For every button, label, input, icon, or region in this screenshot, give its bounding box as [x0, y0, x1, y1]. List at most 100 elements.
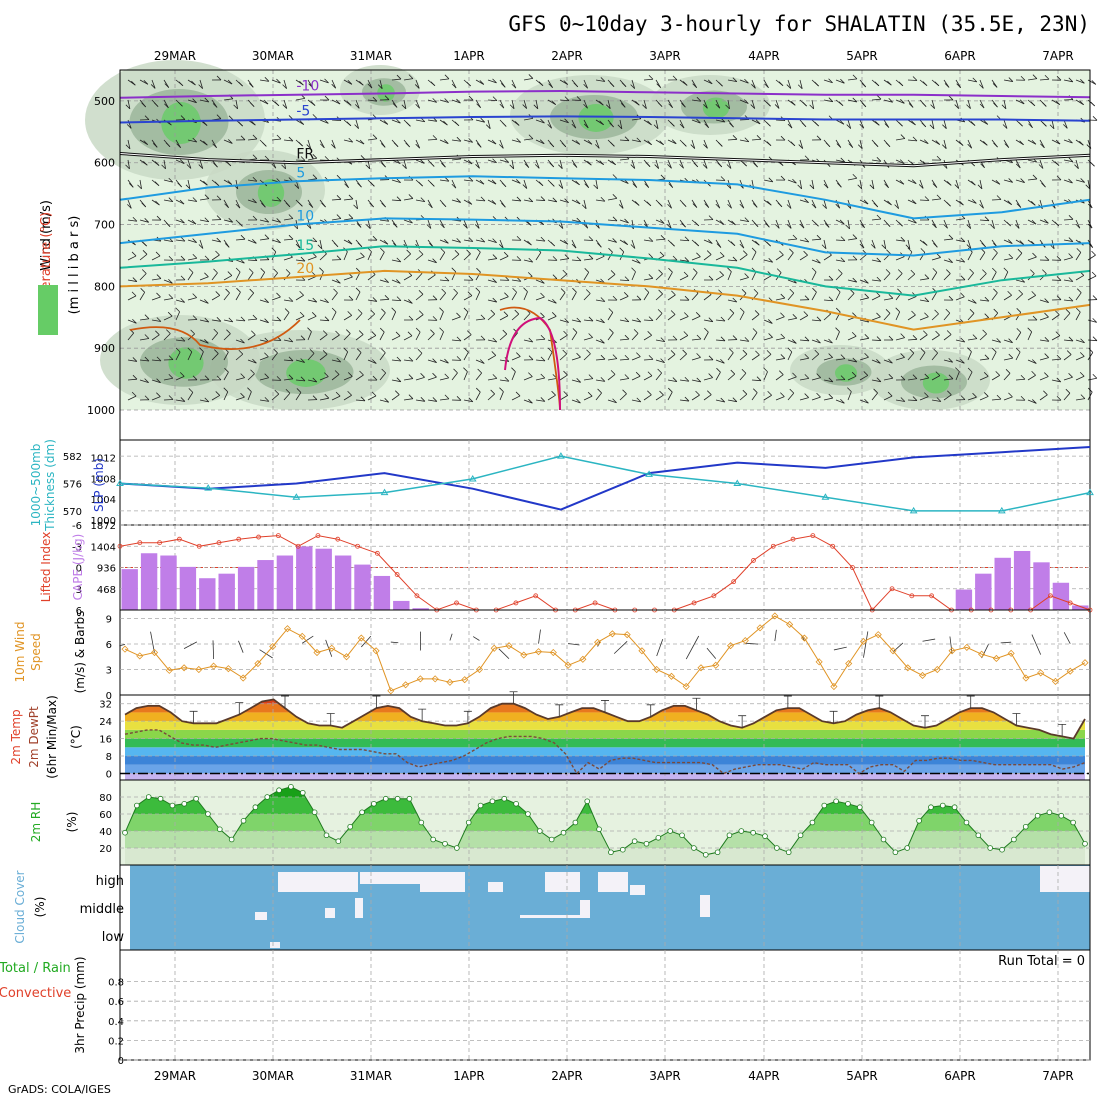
wind-barb [612, 174, 618, 179]
wind-barb [619, 279, 630, 282]
wind-barb [873, 142, 879, 147]
wind-barb [259, 99, 269, 105]
wind-barb [511, 139, 521, 143]
wind-barb [991, 179, 1001, 185]
wind-barb [283, 256, 293, 261]
rh-marker [560, 829, 567, 836]
wind-barb [863, 371, 869, 376]
wind-barb [127, 255, 137, 261]
wind-barb [252, 239, 257, 244]
wind-barb [967, 99, 971, 109]
wind-marker [446, 678, 454, 686]
rh-marker [619, 846, 626, 853]
wind-barb [264, 155, 270, 161]
wind-barb [876, 377, 882, 382]
rh-marker [596, 826, 602, 833]
wind-barb [444, 394, 450, 400]
wind-barb [837, 269, 843, 274]
wind-barb [144, 115, 150, 120]
wind-barb [192, 293, 197, 298]
wind-barb [631, 79, 636, 89]
tick-label: 3 [76, 585, 82, 596]
wind-barb [223, 275, 233, 281]
wind-barb [787, 292, 795, 301]
li-marker [691, 600, 697, 606]
cape-bar [276, 555, 294, 610]
wind-barb [840, 375, 846, 380]
wind-barb [811, 271, 817, 281]
wind-barb [540, 279, 545, 284]
wind-barb [979, 199, 984, 209]
wind-barb [922, 638, 936, 642]
wind-barb [835, 291, 841, 301]
wind-barb [346, 329, 351, 334]
rh-marker [833, 798, 839, 805]
wind-barb [523, 199, 533, 203]
wind-barb [187, 272, 194, 281]
wind-barb [370, 182, 375, 187]
wind-barb [828, 78, 833, 84]
wind-barb [739, 79, 749, 84]
wind-barb [583, 99, 588, 109]
wind-barb [979, 299, 989, 302]
thickness-marker [1086, 488, 1094, 496]
wind-barb [1075, 292, 1082, 301]
wind-barb [487, 79, 497, 84]
wind-barb [907, 247, 913, 253]
minmax-bar [966, 695, 975, 709]
wind-barb [576, 317, 582, 323]
wind-barb [871, 339, 882, 341]
wind-barb [667, 164, 672, 169]
wind-barb [179, 372, 185, 377]
wind-barb [540, 292, 545, 298]
rh-marker [1046, 809, 1053, 816]
axis-label: Lifted Index [39, 532, 53, 603]
wind-barb [151, 359, 161, 362]
rh-marker [548, 836, 555, 843]
wind-barb [945, 308, 951, 314]
wind-barb [439, 331, 444, 341]
wind-barb [1031, 200, 1036, 206]
wind-barb [888, 358, 893, 364]
wind-barb [942, 124, 947, 129]
wind-barb [587, 160, 592, 166]
wind-barb [403, 99, 407, 109]
wind-barb [732, 135, 738, 140]
rh-marker [1034, 812, 1041, 819]
wind-barb [511, 292, 517, 301]
wind-barb [204, 217, 210, 223]
wind-barb [703, 377, 713, 381]
wind-barb [475, 239, 485, 243]
wind-barb [1063, 218, 1074, 221]
wind-barb [324, 156, 330, 161]
wind-barb [966, 104, 971, 109]
wind-barb [463, 224, 468, 229]
li-marker [810, 533, 816, 539]
wind-barb [415, 273, 423, 281]
rh-marker [145, 794, 152, 800]
wind-barb [475, 318, 485, 321]
wind-barb [756, 376, 762, 381]
wind-barb [199, 351, 204, 361]
wind-barb [739, 219, 749, 222]
wind-barb [215, 250, 220, 256]
wind-barb [516, 256, 522, 261]
wind-marker [165, 666, 173, 674]
wind-barb [295, 315, 305, 321]
wind-barb [909, 348, 915, 354]
wind-barb [300, 156, 306, 161]
wind-barb [780, 135, 786, 141]
wind-barb [691, 293, 699, 301]
wind-barb [967, 219, 972, 229]
wind-barb [367, 99, 377, 102]
wind-barb [212, 640, 215, 660]
axis-label: (%) [33, 897, 47, 918]
wind-barb [581, 204, 587, 210]
wind-barb [214, 349, 219, 354]
minmax-bar [235, 702, 244, 715]
li-marker [533, 593, 539, 599]
wind-barb [414, 84, 420, 89]
wind-barb [225, 288, 230, 294]
rh-marker [299, 789, 306, 796]
wind-barb [631, 159, 636, 169]
